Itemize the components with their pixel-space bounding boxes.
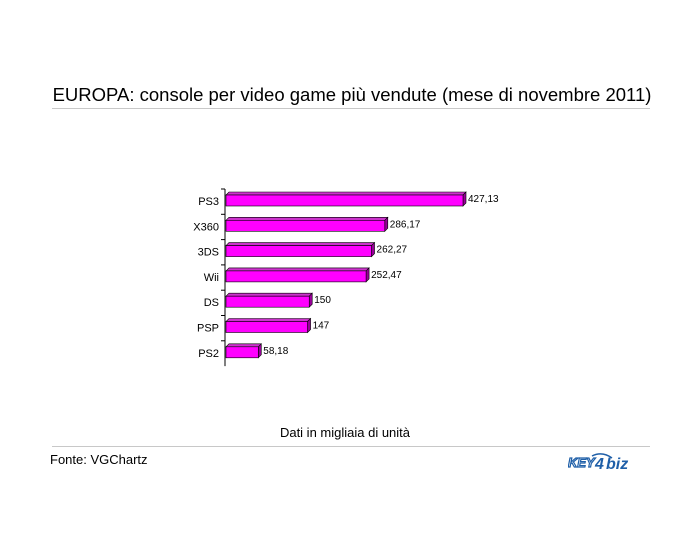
bar-top-face <box>225 242 376 246</box>
category-label: PS2 <box>198 348 219 360</box>
category-label: DS <box>204 297 219 309</box>
category-label: X360 <box>193 221 219 233</box>
bar <box>225 245 372 257</box>
bar <box>225 270 367 283</box>
bar <box>225 346 259 359</box>
svg-text:KEY: KEY <box>568 455 596 470</box>
bar-top-face <box>225 292 313 297</box>
bar-chart: PS3 427,13 X360 286,17 3DS 262,27 Wii 252,47 DS 1… <box>193 188 499 367</box>
chart-subtitle: Dati in migliaia di unità <box>279 425 411 440</box>
bar <box>225 321 308 333</box>
title-divider <box>52 108 650 109</box>
category-label: PS3 <box>198 196 219 208</box>
chart-title: EUROPA: console per video game più vendu… <box>52 84 652 105</box>
svg-text:4: 4 <box>594 456 604 473</box>
data-label: 262,27 <box>377 245 408 256</box>
data-label: 286,17 <box>390 219 421 230</box>
category-label: Wii <box>204 272 219 284</box>
bar <box>225 194 464 207</box>
data-label: 147 <box>313 321 330 332</box>
footer-divider <box>52 446 650 447</box>
bar-top-face <box>225 343 263 348</box>
data-label: 427,13 <box>468 194 499 205</box>
bar-top-face <box>225 191 467 196</box>
category-label: PSP <box>197 323 219 335</box>
data-label: 150 <box>314 295 331 306</box>
bar-top-face <box>225 267 370 272</box>
bar-top-face <box>225 217 389 221</box>
data-label: 252,47 <box>371 270 402 281</box>
bar <box>225 220 386 232</box>
source-text: Fonte: VGChartz <box>50 452 148 467</box>
bar-top-face <box>225 318 312 322</box>
svg-text:biz: biz <box>606 456 628 473</box>
bar <box>225 295 310 308</box>
data-label: 58,18 <box>263 346 288 357</box>
logo-graphic: KEY 4 biz <box>567 453 628 473</box>
category-label: 3DS <box>198 247 219 259</box>
